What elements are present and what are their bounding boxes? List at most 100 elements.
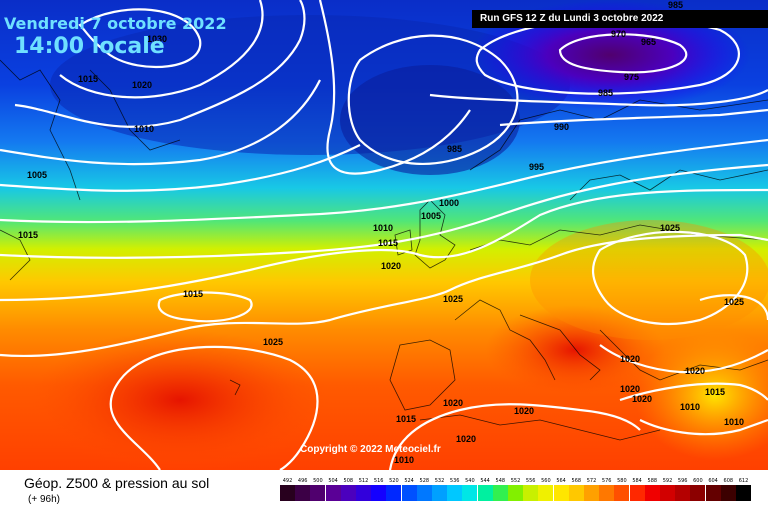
scale-label: 508 xyxy=(343,478,354,484)
scale-swatch xyxy=(492,485,508,501)
map-canvas: 1030 1015 1020 1010 1005 985 970 965 975… xyxy=(0,0,768,471)
scale-swatch xyxy=(432,485,447,501)
scale-swatch xyxy=(508,485,523,501)
scale-label: 564 xyxy=(556,478,566,484)
forecast-range: (+ 96h) xyxy=(28,494,60,505)
isobar-label: 1000 xyxy=(439,198,459,208)
isobar-label: 985 xyxy=(668,0,683,10)
scale-label: 572 xyxy=(586,478,597,484)
forecast-date: Vendredi 7 octobre 2022 xyxy=(4,14,227,33)
isobar-label: 1015 xyxy=(396,414,416,424)
isobar-label: 1015 xyxy=(18,230,38,240)
scale-swatch xyxy=(675,485,691,501)
scale-swatch xyxy=(705,485,721,501)
isobar-label: 1010 xyxy=(373,223,393,233)
isobar-label: 1020 xyxy=(514,406,534,416)
scale-label: 580 xyxy=(617,478,627,484)
isobar-label: 1025 xyxy=(263,337,283,347)
scale-label: 492 xyxy=(282,478,293,484)
isobar-label: 1020 xyxy=(685,366,705,376)
isobar-label: 965 xyxy=(641,37,656,47)
isobar-label: 1015 xyxy=(78,74,98,84)
scale-swatch xyxy=(462,485,478,501)
scale-label: 608 xyxy=(723,478,734,484)
isobar-label: 1020 xyxy=(443,398,463,408)
isobar-label: 1015 xyxy=(705,387,725,397)
scale-label: 556 xyxy=(525,478,536,484)
isobar-labels: 1030 1015 1020 1010 1005 985 970 965 975… xyxy=(18,0,744,465)
scale-label: 528 xyxy=(419,478,430,484)
scale-label: 520 xyxy=(389,478,399,484)
isobar-label: 1030 xyxy=(147,34,167,44)
map-title: Géop. Z500 & pression au sol xyxy=(24,475,210,491)
isobar-label: 1025 xyxy=(724,297,744,307)
scale-label: 584 xyxy=(632,478,642,484)
scale-label: 544 xyxy=(480,478,490,484)
scale-label: 576 xyxy=(601,478,612,484)
scale-swatch xyxy=(614,485,630,501)
scale-label: 540 xyxy=(465,478,475,484)
scale-label: 500 xyxy=(313,478,323,484)
scale-swatch xyxy=(720,485,736,501)
scale-swatch xyxy=(660,485,675,501)
isobar-label: 1010 xyxy=(394,455,414,465)
scale-label: 604 xyxy=(708,478,718,484)
color-scale: 492 496 500 504 508 512 516 520 524 528 532 536 540 5… xyxy=(280,478,752,509)
isobar-label: 995 xyxy=(529,162,544,172)
scale-swatch xyxy=(416,485,432,501)
scale-swatch xyxy=(340,485,356,501)
scale-label: 596 xyxy=(677,478,688,484)
scale-label: 504 xyxy=(328,478,338,484)
scale-swatch xyxy=(568,485,584,501)
scale-label: 496 xyxy=(297,478,308,484)
scale-swatch xyxy=(295,485,311,501)
scale-swatch xyxy=(401,485,417,501)
scale-label: 532 xyxy=(434,478,445,484)
scale-label: 516 xyxy=(373,478,384,484)
scale-swatch xyxy=(599,485,615,501)
scale-swatch xyxy=(280,485,295,501)
geopotential-map: 1030 1015 1020 1010 1005 985 970 965 975… xyxy=(0,0,768,471)
scale-label: 568 xyxy=(571,478,582,484)
model-run-label: Run GFS 12 Z du Lundi 3 octobre 2022 xyxy=(472,10,768,28)
scale-swatch xyxy=(477,485,493,501)
isobars xyxy=(0,0,768,470)
isobar-label: 1020 xyxy=(632,394,652,404)
scale-swatch xyxy=(523,485,539,501)
scale-swatch xyxy=(538,485,554,501)
scale-label: 600 xyxy=(693,478,703,484)
isobar-label: 1020 xyxy=(456,434,476,444)
isobar-label: 1020 xyxy=(620,354,640,364)
isobar-label: 1020 xyxy=(620,384,640,394)
isobar-label: 1015 xyxy=(183,289,203,299)
coastlines xyxy=(0,59,768,441)
scale-label: 536 xyxy=(449,478,460,484)
scale-label: 612 xyxy=(738,478,749,484)
isobar-label: 1005 xyxy=(27,170,47,180)
scale-label: 560 xyxy=(541,478,551,484)
isobar-label: 1010 xyxy=(680,402,700,412)
isobar-label: 1025 xyxy=(660,223,680,233)
isobar-label: 985 xyxy=(598,88,613,98)
scale-swatch xyxy=(690,485,706,501)
scale-swatch xyxy=(584,485,599,501)
scale-swatch xyxy=(371,485,387,501)
scale-label: 524 xyxy=(404,478,414,484)
isobar-label: 1020 xyxy=(381,261,401,271)
scale-swatch xyxy=(386,485,402,501)
isobar-label: 990 xyxy=(554,122,569,132)
isobar-label: 1010 xyxy=(134,124,154,134)
isobar-label: 1005 xyxy=(421,211,441,221)
scale-swatch xyxy=(644,485,660,501)
scale-swatch xyxy=(553,485,569,501)
scale-swatch xyxy=(310,485,326,501)
forecast-time: 14:00 locale xyxy=(14,34,165,59)
isobar-label: 1020 xyxy=(132,80,152,90)
scale-label: 548 xyxy=(495,478,506,484)
scale-swatch xyxy=(447,485,463,501)
scale-swatch xyxy=(356,485,371,501)
isobar-label: 970 xyxy=(611,29,626,39)
scale-label: 552 xyxy=(510,478,521,484)
isobar-label: 1010 xyxy=(724,417,744,427)
scale-label: 592 xyxy=(662,478,673,484)
